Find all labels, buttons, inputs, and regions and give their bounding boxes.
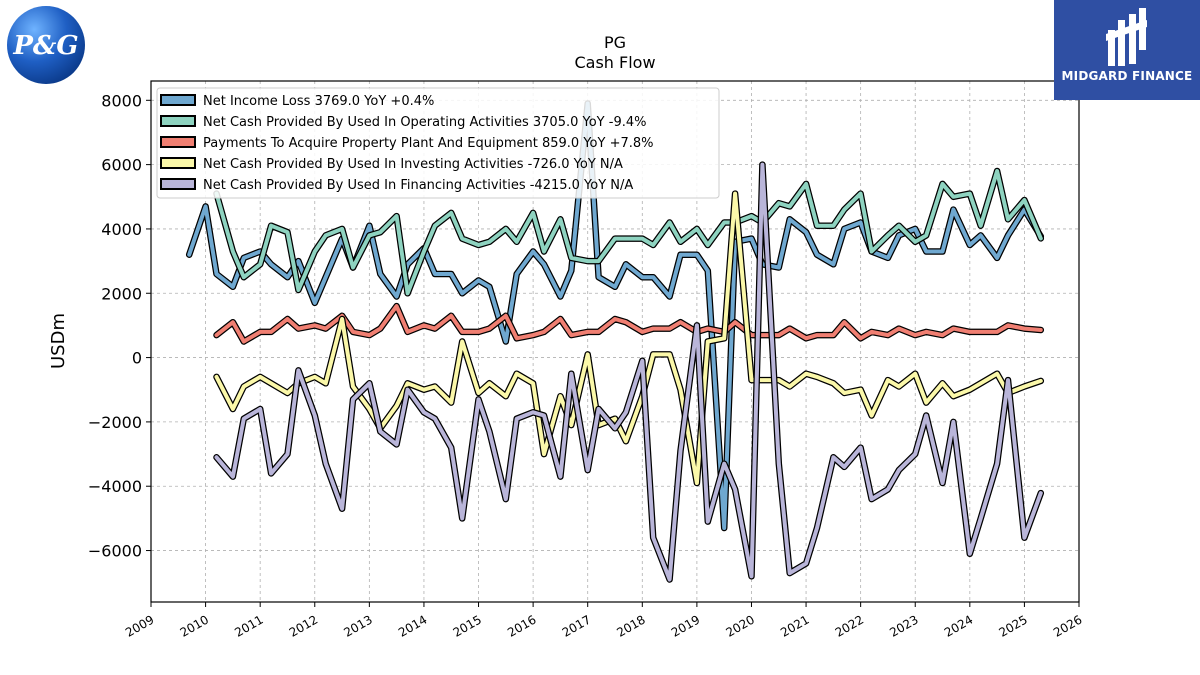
series-line [214,162,1043,582]
series-operating [213,167,1045,297]
x-tick-label: 2019 [669,612,702,639]
y-tick-label: −2000 [88,413,142,432]
x-tick-label: 2015 [451,612,484,639]
chart-subtitle: Cash Flow [574,53,655,72]
x-tick-label: 2024 [942,612,975,639]
midgard-finance-logo: MIDGARD FINANCE [1054,0,1200,100]
x-tick-label: 2025 [996,612,1029,639]
x-tick-label: 2021 [778,612,811,639]
legend-label: Net Cash Provided By Used In Investing A… [203,157,623,172]
x-tick-label: 2020 [724,612,757,639]
plot-frame [150,80,1080,603]
x-tick-label: 2016 [505,612,538,639]
series-capex [213,302,1045,345]
midgard-finance-text: MIDGARD FINANCE [1061,69,1193,83]
x-tick-label: 2012 [287,612,320,639]
x-tick-label: 2009 [123,612,156,639]
legend-label: Net Cash Provided By Used In Financing A… [203,178,633,193]
x-tick-label: 2013 [341,612,374,639]
x-tick-label: 2018 [614,612,647,639]
y-tick-label: 0 [132,349,142,368]
y-tick-label: 2000 [101,284,142,303]
series-net_income [185,100,1045,532]
x-tick-label: 2017 [560,612,593,639]
x-tick-label: 2026 [1051,612,1084,639]
y-tick-label: 4000 [101,220,142,239]
y-tick-label: 8000 [101,91,142,110]
pg-logo: P&G [7,6,85,84]
legend-swatch [160,178,196,190]
x-tick-label: 2022 [833,612,866,639]
legend-swatch [160,157,196,169]
legend-label: Payments To Acquire Property Plant And E… [203,136,654,151]
y-axis-label: USDm [48,313,69,369]
pg-logo-text: P&G [12,31,78,61]
series-line [214,191,1043,485]
series-financing [213,161,1045,583]
chart-title: PG [604,33,626,52]
x-tick-label: 2011 [232,612,265,639]
legend-label: Net Cash Provided By Used In Operating A… [203,115,646,130]
series-lines [185,100,1045,583]
x-tick-label: 2010 [178,612,211,639]
legend-box [156,87,720,199]
y-tick-label: −4000 [88,477,142,496]
legend-swatch [160,136,196,148]
series-line [214,304,1043,344]
legend-swatch [160,115,196,127]
series-line [187,101,1043,530]
series-investing [213,190,1045,487]
x-tick-label: 2023 [887,612,920,639]
x-tick-label: 2014 [396,612,429,639]
legend-label: Net Income Loss 3769.0 YoY +0.4% [203,94,434,109]
series-line [214,169,1043,296]
legend-swatch [160,94,196,106]
legend: Net Income Loss 3769.0 YoY +0.4% Net Cash… [156,87,720,199]
y-tick-label: −6000 [88,542,142,561]
midgard-emblem-icon [1106,8,1147,66]
y-tick-label: 6000 [101,156,142,175]
